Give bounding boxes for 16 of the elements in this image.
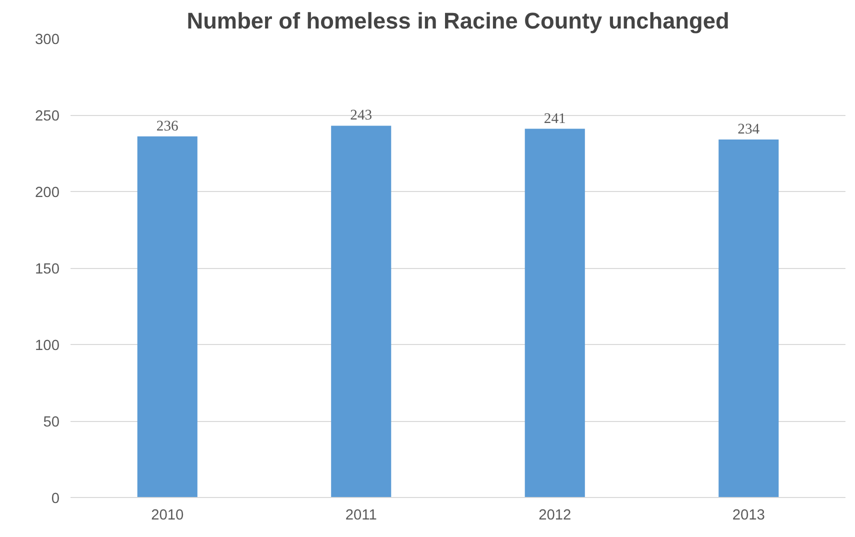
y-tick-label: 50 [43,414,60,430]
y-tick-label: 100 [35,338,60,354]
x-tick-label: 2013 [732,508,765,524]
y-tick-label: 300 [35,32,60,48]
data-label: 234 [738,121,760,138]
y-tick-label: 0 [51,491,60,507]
data-label: 243 [350,108,372,124]
x-tick-label: 2012 [538,508,572,524]
x-tick-label: 2010 [151,508,184,524]
x-tick-label: 2011 [345,508,377,524]
chart-title: Number of homeless in Racine County unchanged [186,8,730,34]
y-tick-label: 250 [35,108,60,124]
y-tick-label: 200 [35,185,60,201]
data-label: 236 [156,118,178,134]
y-tick-label: 150 [35,262,60,278]
data-label: 241 [544,110,566,127]
